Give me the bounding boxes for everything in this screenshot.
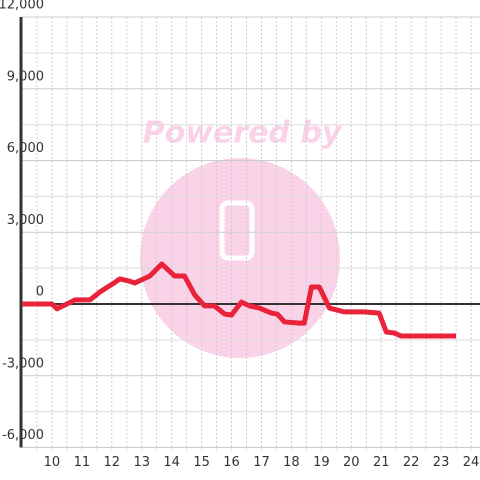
y-tick-label: 3,000 [7,213,44,228]
y-tick-label: -6,000 [2,428,44,443]
x-tick-label: 22 [403,455,420,470]
x-tick-label: 11 [74,455,91,470]
x-tick-label: 24 [463,455,480,470]
y-tick-label: 12,000 [0,0,44,13]
x-tick-label: 20 [343,455,360,470]
x-tick-label: 19 [313,455,330,470]
watermark-icon [219,200,255,261]
x-tick-label: 10 [44,455,61,470]
y-tick-label: 0 [36,285,44,300]
x-tick-label: 16 [223,455,240,470]
data-line [22,261,457,339]
x-tick-label: 18 [283,455,300,470]
y-tick-label: 6,000 [7,141,44,156]
x-tick-label: 15 [193,455,210,470]
y-tick-label: -3,000 [2,356,44,371]
x-tick-label: 12 [104,455,121,470]
x-tick-label: 14 [163,455,180,470]
x-tick-label: 17 [253,455,270,470]
x-tick-label: 23 [433,455,450,470]
y-tick-label: 9,000 [7,69,44,84]
x-tick-label: 21 [373,455,390,470]
x-tick-label: 13 [133,455,150,470]
watermark-text: Powered by [143,116,343,151]
